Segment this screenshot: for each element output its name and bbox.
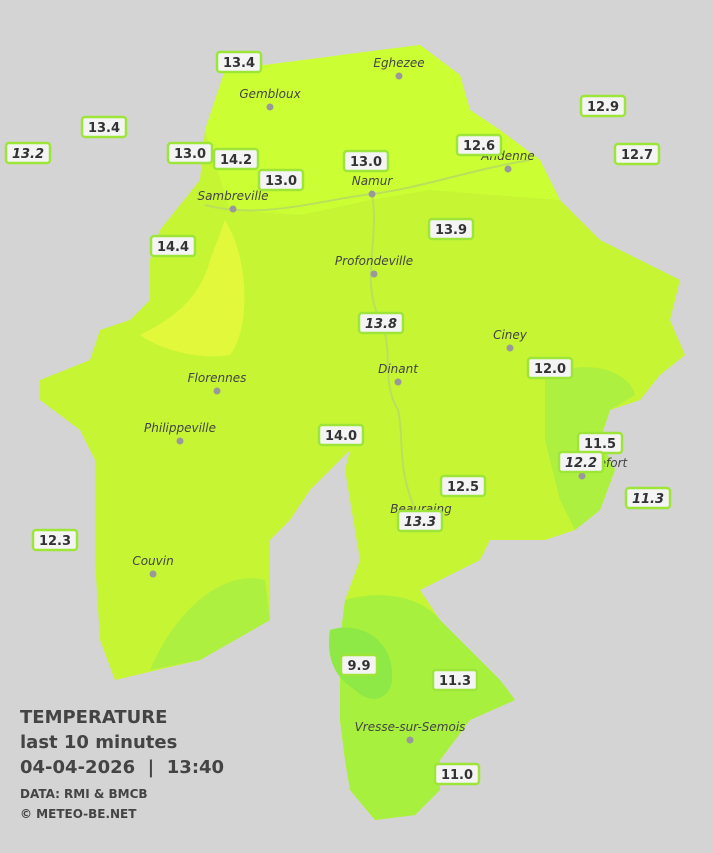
station-box: [557, 450, 605, 474]
station-box: [257, 168, 305, 192]
station-value: 11.5: [584, 437, 616, 452]
city-dot: [578, 472, 586, 480]
station-box: [455, 133, 503, 157]
station-value: 12.2: [565, 456, 597, 471]
station-value: 14.0: [325, 429, 357, 444]
station-value: 13.0: [174, 147, 206, 162]
city-dot: [395, 72, 403, 80]
station-value: 13.4: [223, 56, 255, 71]
city-label: Sambreville: [197, 189, 268, 203]
station-box: [339, 653, 379, 677]
station-value: 13.3: [404, 515, 436, 530]
station-box: [166, 141, 214, 165]
station-value: 13.9: [435, 223, 467, 238]
station-box: [149, 234, 197, 258]
station-box: [212, 147, 260, 171]
station-value: 12.3: [39, 534, 71, 549]
city-label: Florennes: [188, 371, 247, 385]
city-label: Eghezee: [373, 56, 424, 70]
city-label: Gembloux: [239, 87, 301, 101]
station-value: 12.5: [447, 480, 479, 495]
station-box: [31, 528, 79, 552]
city-dot: [370, 270, 378, 278]
station-box: [439, 474, 487, 498]
station-value: 9.9: [347, 659, 370, 674]
station-box: [624, 486, 672, 510]
station-box: [4, 141, 52, 165]
city-dot: [149, 570, 157, 578]
city-label: Ciney: [493, 328, 528, 342]
station-box: [526, 356, 574, 380]
station-box: [433, 762, 481, 786]
station-value: 14.2: [220, 153, 252, 168]
city-dot: [229, 205, 237, 213]
city-dot: [266, 103, 274, 111]
station-value: 11.3: [439, 674, 471, 689]
station-box: [427, 217, 475, 241]
legend-title: TEMPERATURE: [20, 707, 167, 728]
station-value: 13.8: [365, 317, 397, 332]
city-label: Dinant: [378, 362, 419, 376]
station-value: 12.0: [534, 362, 566, 377]
station-box: [579, 94, 627, 118]
legend-copyright: © METEO-BE.NET: [20, 807, 137, 821]
zone-cool: [150, 578, 270, 670]
city-dot: [504, 165, 512, 173]
city-label: Philippeville: [144, 421, 216, 435]
station-box: [613, 142, 661, 166]
station-value: 13.4: [88, 121, 120, 136]
city-dot: [506, 344, 514, 352]
station-box: [342, 149, 390, 173]
station-value: 13.0: [350, 155, 382, 170]
city-dot: [394, 378, 402, 386]
station-value: 12.7: [621, 148, 653, 163]
zone-warm: [140, 220, 245, 357]
city-label: Vresse-sur-Semois: [355, 720, 466, 734]
station-value: 13.2: [12, 147, 44, 162]
station-box: [80, 115, 128, 139]
city-label: Profondeville: [335, 254, 413, 268]
legend-timestamp: 04-04-2026 | 13:40: [20, 757, 224, 778]
station-value: 13.0: [265, 174, 297, 189]
city-label: Couvin: [132, 554, 173, 568]
station-value: 12.9: [587, 100, 619, 115]
station-box: [431, 668, 479, 692]
station-value: 12.6: [463, 139, 495, 154]
station-box: [396, 509, 444, 533]
station-box: [357, 311, 405, 335]
station-value: 14.4: [157, 240, 189, 255]
station-box: [317, 423, 365, 447]
legend-source: DATA: RMI & BMCB: [20, 787, 148, 801]
city-dot: [176, 437, 184, 445]
station-value: 11.3: [632, 492, 664, 507]
city-dot: [213, 387, 221, 395]
station-value: 11.0: [441, 768, 473, 783]
city-dot: [406, 736, 414, 744]
city-label: Namur: [352, 174, 394, 188]
legend-subtitle: last 10 minutes: [20, 732, 177, 753]
city-dot: [368, 190, 376, 198]
station-box: [215, 50, 263, 74]
